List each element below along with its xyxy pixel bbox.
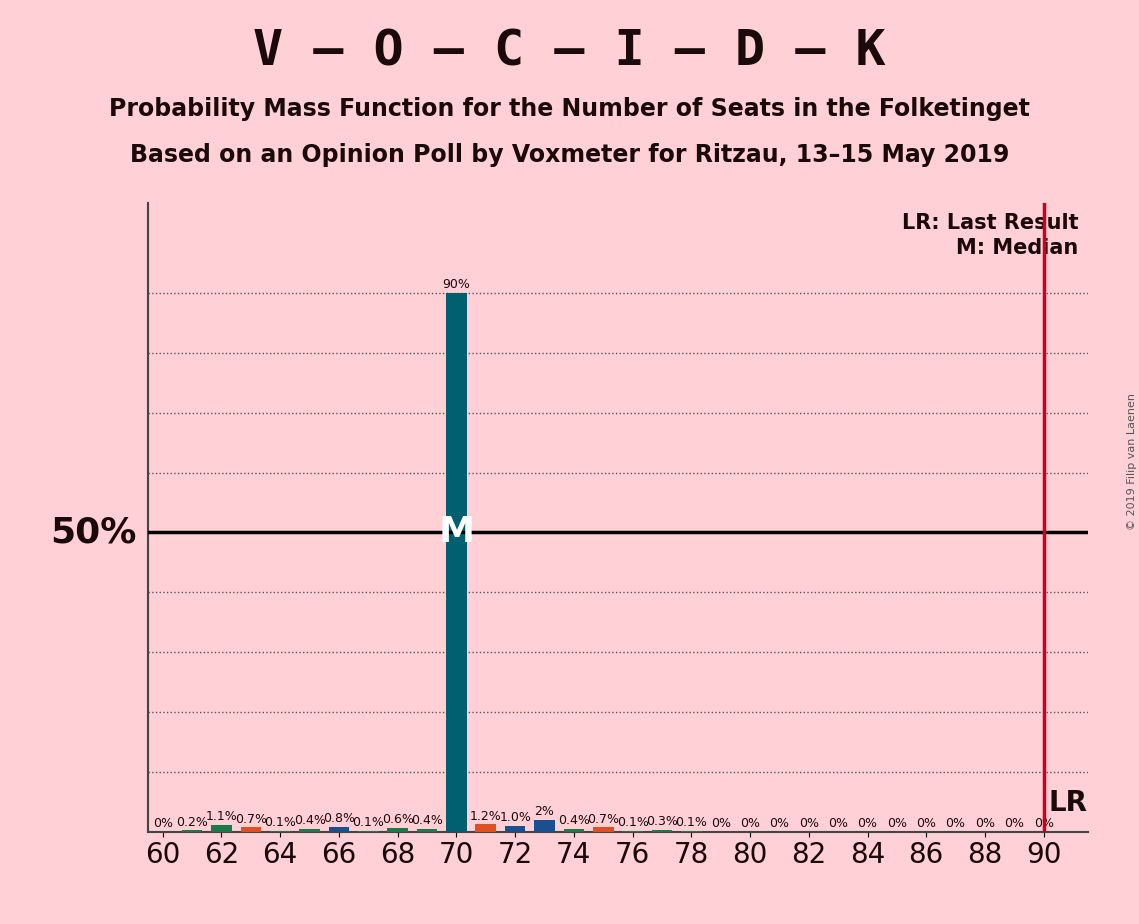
Bar: [475, 824, 497, 832]
Text: Probability Mass Function for the Number of Seats in the Folketinget: Probability Mass Function for the Number…: [109, 97, 1030, 121]
Text: 0.8%: 0.8%: [323, 812, 355, 825]
Text: LR: Last Result: LR: Last Result: [902, 213, 1079, 233]
Text: 0.3%: 0.3%: [646, 815, 678, 828]
Text: 0.1%: 0.1%: [616, 816, 648, 829]
Text: 0%: 0%: [711, 817, 731, 830]
Text: 0.4%: 0.4%: [558, 814, 590, 827]
Bar: [593, 827, 614, 832]
Bar: [182, 831, 203, 832]
Text: 0%: 0%: [975, 817, 995, 830]
Text: 0%: 0%: [945, 817, 966, 830]
Text: 0.1%: 0.1%: [352, 816, 384, 829]
Text: 2%: 2%: [534, 805, 555, 818]
Bar: [240, 827, 261, 832]
Text: 50%: 50%: [50, 516, 137, 550]
Text: 0%: 0%: [887, 817, 907, 830]
Text: 0%: 0%: [770, 817, 789, 830]
Text: 0.1%: 0.1%: [675, 816, 707, 829]
Text: 0.7%: 0.7%: [588, 812, 620, 826]
Text: 0.7%: 0.7%: [235, 812, 267, 826]
Text: M: Median: M: Median: [956, 237, 1079, 258]
Text: 1.1%: 1.1%: [206, 810, 237, 823]
Text: 0%: 0%: [1005, 817, 1024, 830]
Text: 0%: 0%: [858, 817, 877, 830]
Text: 1.2%: 1.2%: [470, 809, 501, 822]
Text: 0.6%: 0.6%: [382, 813, 413, 826]
Bar: [417, 829, 437, 832]
Text: 0%: 0%: [828, 817, 849, 830]
Text: 0%: 0%: [1034, 817, 1054, 830]
Bar: [300, 829, 320, 832]
Text: 1.0%: 1.0%: [499, 811, 531, 824]
Bar: [387, 828, 408, 832]
Bar: [211, 825, 231, 832]
Bar: [564, 829, 584, 832]
Bar: [652, 830, 672, 832]
Text: Based on an Opinion Poll by Voxmeter for Ritzau, 13–15 May 2019: Based on an Opinion Poll by Voxmeter for…: [130, 143, 1009, 167]
Text: 0%: 0%: [740, 817, 760, 830]
Text: 0%: 0%: [798, 817, 819, 830]
Bar: [534, 820, 555, 832]
Text: LR: LR: [1048, 789, 1087, 817]
Text: M: M: [439, 516, 475, 550]
Bar: [505, 826, 525, 832]
Bar: [329, 827, 350, 832]
Text: 0.1%: 0.1%: [264, 816, 296, 829]
Text: 0.2%: 0.2%: [177, 816, 208, 829]
Text: © 2019 Filip van Laenen: © 2019 Filip van Laenen: [1126, 394, 1137, 530]
Bar: [446, 293, 467, 832]
Text: 0%: 0%: [153, 817, 173, 830]
Text: 0.4%: 0.4%: [294, 814, 326, 827]
Text: V – O – C – I – D – K: V – O – C – I – D – K: [253, 28, 886, 76]
Text: 0.4%: 0.4%: [411, 814, 443, 827]
Text: 90%: 90%: [442, 278, 470, 291]
Text: 0%: 0%: [916, 817, 936, 830]
